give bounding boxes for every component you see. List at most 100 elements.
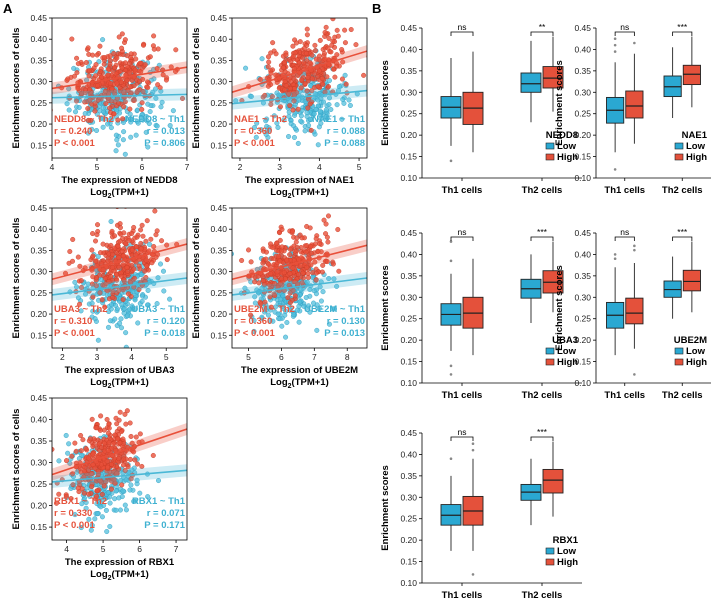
th1-point [265, 312, 271, 318]
th2-regression-line [52, 428, 187, 476]
th2-point [286, 91, 292, 97]
th2-point [270, 245, 276, 251]
th1-point [113, 488, 119, 494]
significance-bracket [450, 31, 474, 36]
th1-point [346, 97, 352, 103]
th2-point [287, 102, 293, 108]
th2-point [120, 436, 126, 442]
th1-corr-r: r = 0.071 [147, 508, 186, 519]
th2-point [125, 464, 131, 470]
box-iqr [520, 72, 542, 93]
box-low-0 [606, 253, 625, 356]
th1-point [145, 144, 151, 150]
y-tick-label: 0.25 [30, 479, 47, 489]
th2-corr-p: P < 0.001 [54, 520, 95, 531]
box-iqr [682, 269, 701, 292]
y-tick-label: 0.45 [30, 393, 47, 403]
th1-point [311, 111, 317, 117]
y-tick-label: 0.45 [30, 203, 47, 213]
th2-point [110, 264, 116, 270]
y-tick-label: 0.30 [30, 267, 47, 277]
th1-point [281, 117, 287, 123]
th2-point [268, 50, 274, 56]
th1-corr-p: P = 0.806 [144, 138, 185, 149]
box-panel-rbx1: 0.10 0.15 0.20 0.25 0.30 0.35 0.40 0.45 Enrichme… [380, 427, 582, 601]
th1-point [56, 458, 62, 464]
th2-point [292, 50, 298, 56]
th1-point [326, 102, 332, 108]
th2-point [101, 440, 107, 446]
th2-point [101, 483, 107, 489]
scatter-points [52, 31, 187, 157]
outlier-point [613, 168, 617, 171]
th1-point [304, 279, 310, 285]
legend-swatch-low [674, 347, 684, 355]
x-axis-label: The expression of UBA3 [65, 365, 175, 376]
units-rest: (TPM+1) [112, 569, 149, 580]
th2-point [65, 76, 71, 82]
significance-label: *** [677, 22, 688, 32]
th1-point [252, 124, 258, 130]
th1-point [154, 123, 160, 129]
th2-point [93, 238, 99, 244]
th2-point [292, 293, 298, 299]
legend-label-high: High [557, 557, 578, 568]
x-tick-label: 2 [60, 352, 65, 362]
legend-swatch-high [545, 558, 555, 566]
th2-corr-label: RBX1 ~ Th2 [54, 496, 107, 507]
th1-point [92, 516, 98, 522]
y-tick-label: 0.15 [30, 522, 47, 532]
gene-label: UBA3 [552, 335, 578, 346]
th2-point [90, 443, 96, 449]
legend-swatch-low [545, 547, 555, 555]
th2-point [308, 127, 314, 133]
th2-point [316, 57, 322, 63]
th2-point [252, 279, 258, 285]
th2-point [70, 258, 76, 264]
box-low-0 [606, 37, 625, 171]
th1-point [327, 95, 333, 101]
th1-point [279, 323, 285, 329]
legend-label-high: High [557, 357, 578, 368]
th1-point [311, 300, 317, 306]
th1-point [297, 299, 303, 305]
th1-point [95, 308, 101, 314]
th2-point [107, 105, 113, 111]
th2-point [131, 275, 137, 281]
th2-point [52, 65, 53, 68]
th2-point [90, 451, 96, 457]
box-high-1 [542, 441, 564, 517]
th2-point [116, 254, 122, 260]
y-tick-label: 0.10 [400, 578, 417, 588]
th2-point [304, 26, 310, 32]
x-category-label: Th1 cells [604, 390, 645, 401]
th2-point [97, 69, 103, 75]
y-axis-label: Enrichment scores of cells [191, 218, 202, 339]
th2-point [334, 63, 340, 69]
th2-point [256, 280, 262, 286]
th2-point [157, 85, 163, 91]
th2-point [297, 232, 303, 238]
scatter-panel-uba3: 0.15 0.20 0.25 0.30 0.35 0.40 0.45 2 3 4 5 Enrichme… [11, 203, 188, 390]
th2-point [108, 242, 114, 248]
th2-point [312, 71, 318, 77]
box-high-1 [682, 241, 701, 313]
th2-point [78, 432, 84, 438]
th1-point [92, 316, 98, 322]
th2-point [342, 40, 348, 46]
th2-point [266, 59, 272, 65]
y-axis-label: Enrichment scores of cells [11, 409, 22, 530]
scatter-panel-ube2m: 0.15 0.20 0.25 0.30 0.35 0.40 0.45 5 6 7 8 Enrichme… [191, 203, 368, 390]
th1-point [157, 261, 163, 267]
y-tick-label: 0.20 [210, 309, 227, 319]
th1-point [296, 319, 302, 325]
th2-point [83, 59, 89, 65]
th2-point [289, 228, 295, 234]
th2-corr-r: r = 0.360 [234, 316, 272, 327]
th2-point [143, 257, 149, 263]
th2-point [321, 217, 327, 223]
th1-point [132, 297, 138, 303]
th2-point [144, 218, 150, 224]
th2-point [88, 471, 94, 477]
th2-corr-r: r = 0.360 [234, 126, 272, 137]
